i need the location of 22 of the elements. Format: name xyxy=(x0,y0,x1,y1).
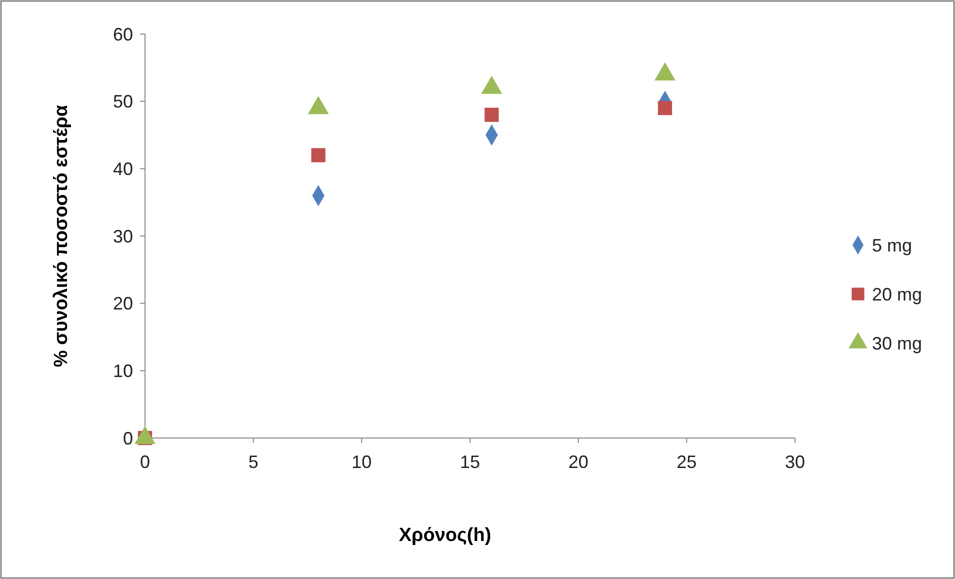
point xyxy=(484,108,499,122)
y-tick-label: 40 xyxy=(112,158,133,179)
y-tick-label: 20 xyxy=(112,294,133,314)
y-tick-label: 10 xyxy=(112,360,133,381)
legend-label: 20 mg xyxy=(872,284,922,304)
legend-label: 30 mg xyxy=(872,333,922,354)
point xyxy=(311,148,326,162)
x-tick-label: 5 xyxy=(248,452,258,472)
point xyxy=(658,100,672,116)
y-tick-label: 0 xyxy=(122,428,133,448)
x-tick-label: 10 xyxy=(352,452,372,472)
y-tick-label: 50 xyxy=(112,92,133,112)
x-tick-label: 20 xyxy=(568,452,588,472)
x-axis-title: Χρόνος(h) xyxy=(398,525,492,546)
x-tick-label: 30 xyxy=(784,452,806,472)
x-tick-label: 0 xyxy=(140,452,150,472)
y-tick-label: 30 xyxy=(112,226,133,246)
x-tick-label: 15 xyxy=(460,452,480,472)
x-tick-label: 25 xyxy=(676,452,697,472)
legend-label: 5 mg xyxy=(872,235,912,256)
y-tick-label: 60 xyxy=(112,24,133,44)
y-axis-title: % συνολικό ποσοστό εστέρα xyxy=(51,104,72,368)
